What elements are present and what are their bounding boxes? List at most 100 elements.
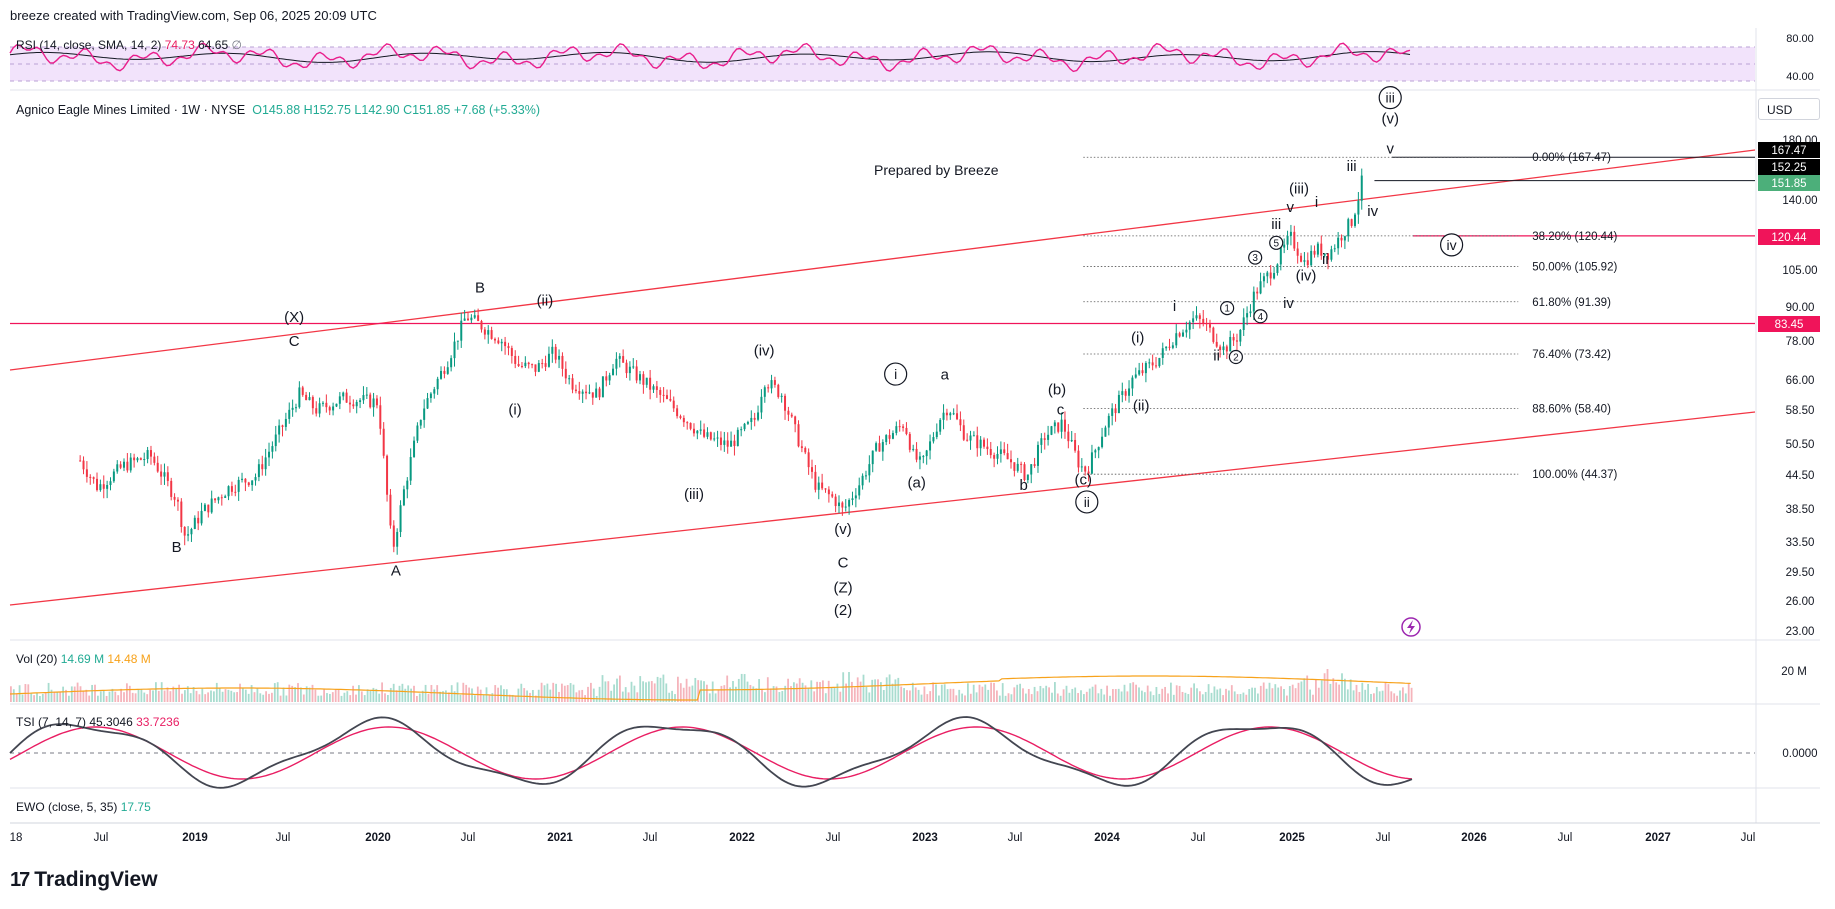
- candle-body: [888, 435, 891, 439]
- volume-bar: [749, 684, 752, 702]
- volume-bar: [523, 688, 526, 702]
- volume-bar: [517, 688, 520, 702]
- candle-body: [173, 496, 176, 500]
- candle-body: [149, 450, 152, 457]
- wave-circle: [1269, 235, 1284, 250]
- candle-body: [780, 395, 783, 397]
- volume-bar: [1025, 693, 1027, 702]
- candle-body: [241, 478, 244, 480]
- volume-bar: [430, 684, 433, 702]
- volume-bar: [250, 685, 253, 702]
- candle-body: [1141, 370, 1144, 374]
- candle-body: [166, 472, 169, 481]
- symbol-legend: Agnico Eagle Mines Limited · 1W · NYSE O…: [16, 103, 540, 117]
- symbol-name[interactable]: Agnico Eagle Mines Limited · 1W · NYSE: [16, 103, 246, 117]
- volume-bar: [938, 695, 940, 702]
- candle-body: [1249, 311, 1252, 314]
- time-axis-label: Jul: [1558, 832, 1573, 844]
- time-axis-label: Jul: [1741, 832, 1756, 844]
- volume-bar: [514, 695, 517, 702]
- candle-body: [689, 422, 692, 429]
- volume-bar: [795, 683, 798, 702]
- volume-bar: [793, 682, 795, 702]
- volume-bar: [404, 688, 407, 702]
- candle-body: [1289, 231, 1292, 236]
- volume-bar: [1054, 682, 1056, 702]
- volume-bar: [1399, 690, 1401, 702]
- wave-label: (a): [908, 474, 926, 491]
- rsi-axis-label: 40.00: [1786, 71, 1814, 83]
- volume-bar: [369, 690, 372, 702]
- volume-bar: [508, 694, 511, 702]
- volume-bar: [830, 687, 833, 702]
- candle-body: [203, 504, 206, 511]
- volume-bar: [1022, 688, 1024, 702]
- price-axis-label: 23.00: [1786, 626, 1815, 638]
- volume-bar: [366, 689, 369, 702]
- volume-bar: [865, 686, 868, 702]
- volume-bar: [166, 687, 169, 702]
- volume-bar: [294, 687, 296, 702]
- volume-bar: [44, 692, 47, 702]
- candle-body: [861, 475, 864, 486]
- candle-body: [386, 455, 389, 495]
- volume-bar: [1300, 681, 1303, 702]
- volume-bar: [479, 689, 482, 702]
- candle-body: [1333, 248, 1336, 250]
- candle-body: [187, 534, 190, 536]
- candle-body: [467, 318, 470, 321]
- candle-body: [969, 435, 972, 441]
- price-badge: [1758, 142, 1820, 158]
- candle-body: [210, 498, 213, 513]
- candle-body: [743, 423, 746, 430]
- candle-body: [480, 321, 483, 330]
- volume-bar: [65, 689, 67, 702]
- wave-label: iv: [1283, 295, 1294, 312]
- volume-bar: [1294, 688, 1297, 702]
- rsi-name: RSI (14, close, SMA, 14, 2): [16, 38, 162, 52]
- change-value: +7.68 (+5.33%): [453, 103, 541, 117]
- candle-body: [1313, 250, 1316, 255]
- volume-bar: [381, 682, 383, 702]
- candle-body: [1124, 391, 1127, 396]
- candle-body: [1320, 243, 1323, 256]
- volume-bar: [1178, 685, 1181, 702]
- candle-body: [956, 413, 959, 420]
- price-axis-label: 33.50: [1786, 537, 1815, 549]
- candle-body: [332, 406, 335, 411]
- price-badge-label: 167.47: [1771, 145, 1806, 157]
- tradingview-brand[interactable]: 17 TradingView: [10, 868, 158, 892]
- candle-body: [244, 478, 247, 483]
- wave-circle: [1439, 233, 1464, 257]
- volume-bar: [184, 690, 186, 702]
- volume-bar: [1361, 682, 1364, 702]
- candle-body: [935, 431, 938, 438]
- candle-body: [1232, 336, 1235, 341]
- candles: [79, 168, 1363, 555]
- volume-bar: [610, 690, 613, 702]
- volume-bar: [1323, 673, 1326, 702]
- volume-bar: [285, 695, 288, 702]
- volume-bar: [233, 692, 236, 702]
- candle-body: [207, 504, 210, 513]
- volume-bar: [891, 683, 894, 702]
- candle-body: [682, 417, 685, 423]
- candle-body: [220, 497, 223, 499]
- volume-bar: [630, 681, 633, 702]
- ewo-name: EWO (close, 5, 35): [16, 800, 118, 814]
- volume-bar: [491, 693, 494, 702]
- volume-bar: [239, 683, 241, 702]
- candle-body: [281, 425, 284, 427]
- candle-body: [864, 475, 867, 477]
- currency-button[interactable]: USD: [1758, 98, 1820, 120]
- volume-bar: [810, 680, 813, 702]
- candle-body: [790, 414, 793, 417]
- volume-bar: [1312, 694, 1314, 702]
- volume-bar: [236, 692, 238, 702]
- candle-body: [1006, 453, 1009, 460]
- hide-icon[interactable]: ∅: [231, 38, 242, 52]
- volume-bar: [624, 687, 627, 702]
- volume-bar: [97, 695, 99, 702]
- wave-label: iii: [1271, 216, 1281, 233]
- fib-label: 0.00% (167.47): [1532, 152, 1611, 164]
